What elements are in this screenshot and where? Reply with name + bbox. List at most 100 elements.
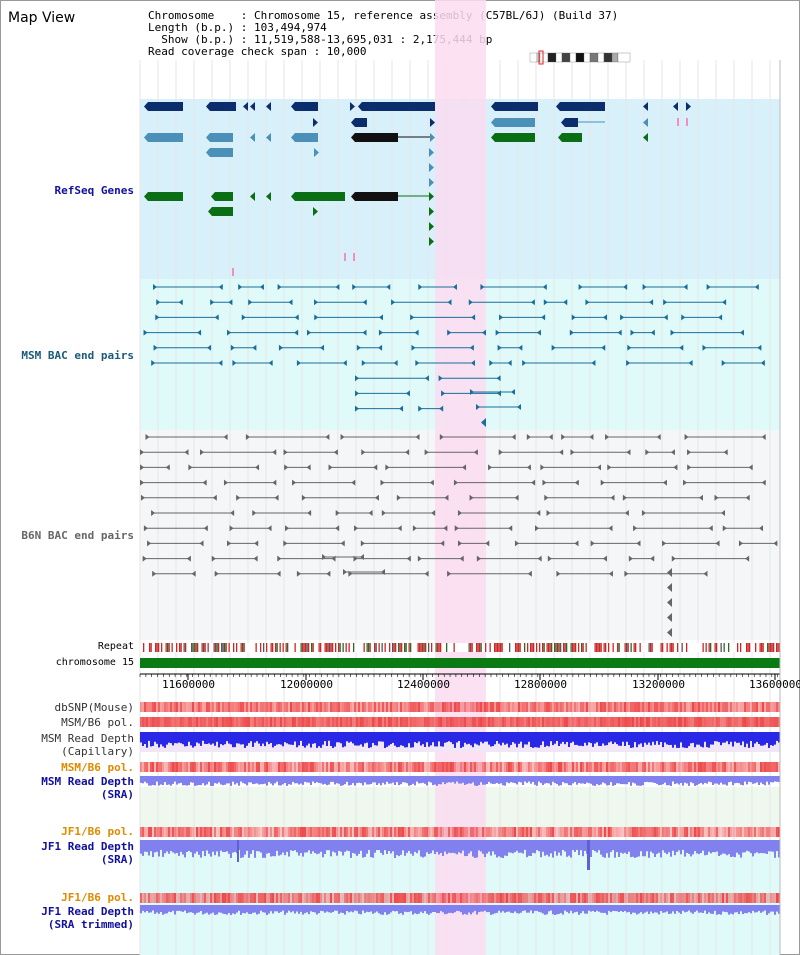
heat-cell: [746, 893, 748, 903]
depth-bar: [618, 732, 620, 746]
b6n-bac-label[interactable]: B6N BAC end pairs: [21, 529, 134, 542]
heat-cell: [462, 702, 464, 712]
heat-cell: [410, 702, 412, 712]
heat-cell: [262, 762, 264, 772]
heat-cell: [176, 827, 178, 837]
heat-cell: [742, 827, 744, 837]
heat-cell: [492, 702, 494, 712]
depth-bar: [486, 776, 488, 784]
depth-bar: [730, 905, 732, 914]
heat-cell: [586, 893, 588, 903]
depth-bar: [348, 905, 350, 913]
depth-bar: [322, 776, 324, 785]
depth-bar: [196, 905, 198, 913]
heat-cell: [582, 702, 584, 712]
heat-cell: [144, 717, 146, 727]
heat-cell: [412, 717, 414, 727]
heat-cell: [160, 893, 162, 903]
depth-bar: [374, 732, 376, 746]
heat-cell: [254, 893, 256, 903]
msm-bac-pair-end: [410, 314, 415, 321]
heat-cell: [430, 717, 432, 727]
msm-bac-pair-end: [757, 344, 762, 351]
depth-bar: [576, 776, 578, 785]
heat-cell: [320, 893, 322, 903]
depth-bar: [746, 732, 748, 744]
msm-bac-label[interactable]: MSM BAC end pairs: [21, 349, 134, 362]
heat-cell: [184, 827, 186, 837]
repeat-mark: [564, 643, 566, 652]
b6n-bac-pair-end: [622, 494, 627, 501]
gene-arrow-icon: [243, 102, 248, 111]
heat-cell: [534, 762, 536, 772]
heat-cell: [276, 702, 278, 712]
gene-arrow-icon: [250, 192, 255, 201]
depth-bar: [598, 905, 600, 912]
heat-cell: [546, 827, 548, 837]
depth-bar: [662, 840, 664, 851]
ideogram-band: [617, 52, 631, 63]
repeat-mark: [176, 643, 178, 652]
heat-cell: [212, 717, 214, 727]
heat-cell: [734, 717, 736, 727]
b6n-bac-pair-end: [429, 479, 434, 486]
heat-cell: [660, 717, 662, 727]
heat-cell: [266, 762, 268, 772]
msm-bac-pair-end: [452, 284, 457, 290]
depth-bar: [690, 840, 692, 857]
depth-bar: [376, 905, 378, 912]
b6n-bac-pair-end: [498, 449, 503, 456]
depth-bar: [732, 840, 734, 857]
msm-bac-pair-end: [361, 360, 366, 366]
heat-cell: [444, 893, 446, 903]
heat-cell: [558, 702, 560, 712]
msm-bac-pair-end: [268, 360, 273, 366]
depth-bar: [208, 905, 210, 915]
heat-cell: [632, 893, 634, 903]
depth-bar: [202, 776, 204, 784]
depth-bar: [336, 905, 338, 911]
heat-cell: [154, 893, 156, 903]
heat-cell: [440, 893, 442, 903]
depth-bar: [148, 905, 150, 913]
b6n-bac-pair-end: [328, 464, 333, 471]
depth-bar: [626, 840, 628, 854]
depth-bar: [404, 840, 406, 856]
depth-bar: [498, 840, 500, 857]
depth-bar: [680, 905, 682, 914]
depth-bar: [560, 732, 562, 744]
repeat-mark: [224, 643, 226, 652]
heat-cell: [734, 893, 736, 903]
heat-cell: [656, 893, 658, 903]
depth-bar: [464, 732, 466, 743]
heat-cell: [758, 717, 760, 727]
refseq-label[interactable]: RefSeq Genes: [54, 184, 134, 197]
heat-cell: [152, 762, 154, 772]
heat-cell: [392, 702, 394, 712]
heat-cell: [564, 717, 566, 727]
depth-bar: [258, 840, 260, 852]
heat-cell: [222, 893, 224, 903]
heat-cell: [230, 893, 232, 903]
heat-cell: [622, 762, 624, 772]
depth-bar: [372, 905, 374, 914]
heat-cell: [674, 717, 676, 727]
repeat-mark: [401, 643, 403, 652]
heat-cell: [282, 893, 284, 903]
depth-bar: [390, 776, 392, 784]
msm-bac-pair-end: [352, 284, 357, 290]
depth-bar: [424, 905, 426, 912]
depth-bar: [492, 776, 494, 784]
depth-bar: [322, 840, 324, 858]
heat-cell: [142, 762, 144, 772]
depth-bar: [296, 905, 298, 912]
depth-bar: [590, 732, 592, 744]
depth-bar: [208, 732, 210, 744]
heat-cell: [506, 717, 508, 727]
heat-cell: [266, 827, 268, 837]
heat-cell: [432, 762, 434, 772]
gene-arrow-icon: [430, 133, 435, 142]
heat-cell: [688, 702, 690, 712]
heat-cell: [542, 893, 544, 903]
